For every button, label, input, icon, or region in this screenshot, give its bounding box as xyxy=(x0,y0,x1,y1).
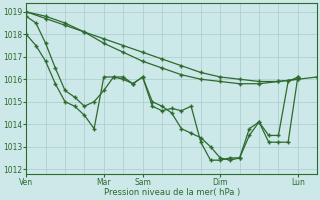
X-axis label: Pression niveau de la mer( hPa ): Pression niveau de la mer( hPa ) xyxy=(104,188,240,197)
